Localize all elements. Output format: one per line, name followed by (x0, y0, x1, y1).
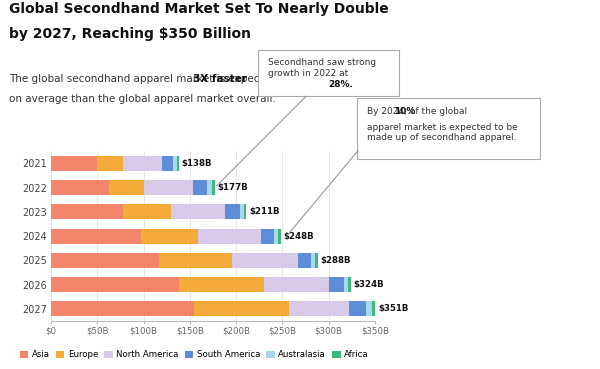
Bar (162, 156, 173, 171)
Bar (179, 277, 264, 292)
Bar (366, 301, 372, 317)
Bar (372, 301, 376, 317)
Bar (173, 156, 177, 171)
Legend: Asia, Europe, North America, South America, Australasia, Africa: Asia, Europe, North America, South Ameri… (16, 347, 372, 363)
Bar (274, 229, 278, 244)
Bar (51, 204, 123, 220)
Bar (349, 301, 366, 317)
Bar (51, 253, 160, 268)
Text: By 2024,: By 2024, (367, 107, 410, 116)
Bar (329, 277, 344, 292)
Bar (225, 204, 240, 220)
Text: $351B: $351B (379, 304, 409, 313)
Bar (172, 204, 225, 220)
Text: 28%.: 28%. (328, 80, 353, 89)
Bar (264, 277, 329, 292)
Bar (298, 253, 311, 268)
Text: Secondhand saw strong
growth in 2022 at: Secondhand saw strong growth in 2022 at (268, 58, 376, 78)
Bar (51, 156, 97, 171)
Bar (51, 180, 109, 195)
Text: of the global: of the global (407, 107, 467, 116)
Bar (344, 277, 348, 292)
Bar (141, 229, 198, 244)
Bar (193, 180, 208, 195)
Bar (311, 253, 315, 268)
Text: $211B: $211B (249, 207, 280, 216)
Bar (278, 229, 281, 244)
Bar (212, 180, 215, 195)
Text: $288B: $288B (320, 256, 351, 265)
Bar (315, 253, 317, 268)
Bar (348, 277, 351, 292)
Text: apparel market is expected to be
made up of secondhand apparel.: apparel market is expected to be made up… (367, 123, 518, 142)
Bar (232, 253, 298, 268)
Text: $248B: $248B (283, 232, 314, 241)
Bar (97, 156, 123, 171)
Bar (261, 229, 274, 244)
Bar (240, 204, 244, 220)
Bar (244, 204, 247, 220)
Bar (51, 277, 179, 292)
Text: $324B: $324B (354, 280, 385, 289)
Text: The global secondhand apparel market is expected to grow: The global secondhand apparel market is … (9, 74, 323, 84)
Bar (160, 253, 232, 268)
Bar (145, 180, 193, 195)
Bar (51, 301, 194, 317)
Bar (208, 180, 212, 195)
Bar (194, 301, 289, 317)
Bar (51, 229, 141, 244)
Text: $177B: $177B (218, 183, 248, 192)
Text: on average than the global apparel market overall.: on average than the global apparel marke… (9, 94, 276, 104)
Bar (109, 180, 145, 195)
Text: by 2027, Reaching $350 Billion: by 2027, Reaching $350 Billion (9, 27, 251, 41)
Text: $138B: $138B (182, 159, 212, 168)
Bar (123, 156, 162, 171)
Bar (177, 156, 179, 171)
Bar (289, 301, 349, 317)
Text: 3X faster: 3X faster (193, 74, 247, 84)
Text: Global Secondhand Market Set To Nearly Double: Global Secondhand Market Set To Nearly D… (9, 2, 389, 16)
Bar (198, 229, 261, 244)
Text: 10%: 10% (394, 107, 415, 116)
Bar (123, 204, 172, 220)
